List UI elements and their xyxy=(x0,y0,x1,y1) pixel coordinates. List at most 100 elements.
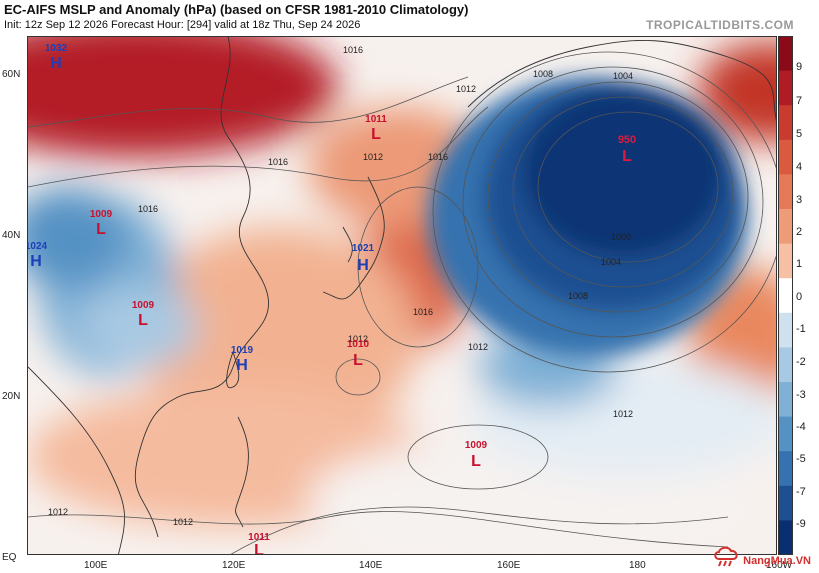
pressure-symbol: L xyxy=(471,453,481,470)
lat-label-40n: 40N xyxy=(2,230,21,241)
isobar-label: 1004 xyxy=(601,257,621,267)
pressure-value: 1024 xyxy=(28,241,48,252)
pressure-center-high: 1019 H xyxy=(231,345,254,374)
lat-label-eq: EQ xyxy=(2,552,17,563)
pressure-center-low: 1011 L xyxy=(248,532,270,555)
watermark-text: NangMua.VN xyxy=(743,555,811,567)
isobar-label: 1016 xyxy=(343,45,363,55)
pressure-center-low: 1009 L xyxy=(132,300,155,329)
pressure-center-high: 1024 H xyxy=(28,241,48,270)
colorbar-swatch xyxy=(778,70,793,106)
pressure-center-low: 1009 L xyxy=(90,209,113,238)
colorbar-label: 2 xyxy=(796,226,803,238)
map-panel: 1016 1016 1012 1016 1012 1016 1012 1008 … xyxy=(27,36,777,555)
indochina-coastline xyxy=(28,366,126,554)
lon-label-100e: 100E xyxy=(84,560,108,571)
pressure-symbol: L xyxy=(96,221,106,238)
colorbar-label: 7 xyxy=(796,95,803,107)
colorbar-swatch xyxy=(778,382,793,418)
isobar-contour xyxy=(462,66,764,338)
pressure-center-high: 1021 H xyxy=(352,243,375,274)
isobar-label: 1008 xyxy=(568,291,588,301)
pressure-symbol: H xyxy=(236,357,248,374)
pressure-symbol: L xyxy=(138,312,148,329)
lat-label-20n: 20N xyxy=(2,391,21,402)
isobar-contour xyxy=(230,506,729,554)
map-title: EC-AIFS MSLP and Anomaly (hPa) (based on… xyxy=(4,2,469,17)
colorbar-label: 5 xyxy=(796,128,803,140)
isobar-label: 1012 xyxy=(48,507,68,517)
colorbar-swatch xyxy=(778,278,793,314)
pressure-value: 1011 xyxy=(365,114,387,125)
asia-coastline xyxy=(134,37,269,538)
lon-label-140e: 140E xyxy=(359,560,383,571)
colorbar-swatch xyxy=(778,139,793,175)
colorbar-label: 0 xyxy=(796,291,803,303)
colorbar-label: -1 xyxy=(796,323,806,335)
pressure-value: 1021 xyxy=(352,243,375,254)
pressure-value: 1019 xyxy=(231,345,254,356)
lon-label-160w: 160W xyxy=(766,560,793,571)
isobar-contour xyxy=(432,51,776,373)
isobar-contour xyxy=(537,111,719,263)
pressure-symbol: L xyxy=(254,542,264,555)
colorbar-label: -9 xyxy=(796,518,806,530)
colorbar-label: 4 xyxy=(796,161,803,173)
colorbar-swatch xyxy=(778,416,793,452)
pressure-symbol: H xyxy=(357,257,369,274)
colorbar-label: -2 xyxy=(796,356,806,368)
colorbar-border xyxy=(778,36,793,555)
colorbar-swatch xyxy=(778,174,793,210)
colorbar-swatch xyxy=(778,485,793,521)
pressure-value: 950 xyxy=(618,134,636,146)
pressure-center-low: 1009 L xyxy=(465,440,488,470)
isobar-label: 1012 xyxy=(348,334,368,344)
pressure-center-low: 1011 L xyxy=(365,114,387,143)
colorbar-label: -4 xyxy=(796,421,806,433)
isobar-labels: 1016 1016 1012 1016 1012 1016 1012 1008 … xyxy=(48,45,633,527)
colorbar-label: -7 xyxy=(796,486,806,498)
isobar-contour xyxy=(357,186,479,348)
isobar-label: 1016 xyxy=(413,307,433,317)
isobar-contour xyxy=(28,106,489,188)
colorbar-label: 1 xyxy=(796,258,803,270)
isobar-label: 1012 xyxy=(363,152,383,162)
colorbar-swatch xyxy=(778,312,793,348)
colorbar-swatch xyxy=(778,243,793,279)
colorbar-swatch xyxy=(778,209,793,245)
pressure-symbol: H xyxy=(50,55,62,72)
colorbar-label: 3 xyxy=(796,194,803,206)
isobar-contour xyxy=(487,81,749,313)
colorbar-label: -3 xyxy=(796,389,806,401)
map-subtitle: Init: 12z Sep 12 2026 Forecast Hour: [29… xyxy=(4,19,361,31)
isobar-label: 1008 xyxy=(533,69,553,79)
cloud-rain-icon xyxy=(714,546,738,567)
pressure-centers: 1032 H 1011 L 1009 L 1024 H 1009 L 1021 … xyxy=(28,43,636,555)
isobar-label: 1012 xyxy=(456,84,476,94)
pressure-value: 1009 xyxy=(90,209,113,220)
pressure-center-low: 1010 L xyxy=(347,339,370,369)
isobar-label: 1016 xyxy=(268,157,288,167)
colorbar-label: 9 xyxy=(796,61,803,73)
taiwan-coastline xyxy=(226,350,240,389)
lon-label-160e: 160E xyxy=(497,560,521,571)
isobar-label: 1012 xyxy=(613,409,633,419)
isobar-label: 1012 xyxy=(468,342,488,352)
pressure-value: 1009 xyxy=(132,300,155,311)
isobars xyxy=(28,51,776,554)
isobar-label: 1000 xyxy=(611,232,631,242)
isobar-label: 1016 xyxy=(428,152,448,162)
colorbar-swatch xyxy=(778,36,793,72)
pressure-symbol: L xyxy=(622,148,632,165)
lat-label-60n: 60N xyxy=(2,69,21,80)
isobar-label: 1016 xyxy=(138,204,158,214)
pressure-symbol: L xyxy=(371,126,381,143)
pressure-center-low-deep: 950 L xyxy=(618,134,636,165)
isobar-contour xyxy=(28,76,469,128)
colorbar-label: -5 xyxy=(796,453,806,465)
colorbar-swatch xyxy=(778,520,793,555)
northern-coastline xyxy=(467,40,776,122)
brand-label: TROPICALTIDBITS.COM xyxy=(646,18,794,32)
isobar-contour xyxy=(335,358,381,396)
pressure-symbol: H xyxy=(30,253,42,270)
